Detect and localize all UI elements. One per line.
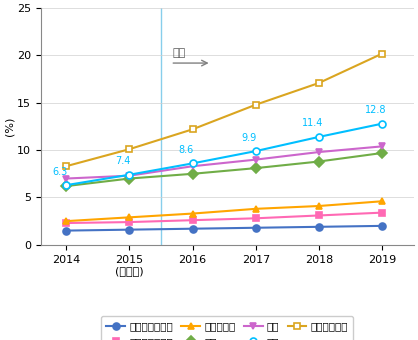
ラテンアメリカ [253, 216, 258, 220]
中欧・東欧 [64, 219, 69, 223]
ラテンアメリカ [190, 218, 195, 222]
ラテンアメリカ [316, 214, 321, 218]
北米 [190, 172, 195, 176]
Text: 7.4: 7.4 [115, 156, 131, 166]
Legend: 中東・アフリカ, ラテンアメリカ, 中欧・東欧, 北米, 西欧, 世界, アジア太平洋: 中東・アフリカ, ラテンアメリカ, 中欧・東欧, 北米, 西欧, 世界, アジア… [101, 316, 353, 340]
中欧・東欧 [316, 204, 321, 208]
中東・アフリカ [64, 228, 69, 233]
Text: 9.9: 9.9 [242, 133, 257, 142]
Text: 予測: 予測 [172, 48, 186, 58]
アジア太平洋 [190, 127, 195, 131]
Line: 中東・アフリカ: 中東・アフリカ [63, 222, 386, 234]
西欧 [253, 157, 258, 162]
世界 [127, 173, 132, 177]
ラテンアメリカ [380, 210, 385, 215]
西欧 [190, 164, 195, 168]
Text: 8.6: 8.6 [178, 145, 194, 155]
中東・アフリカ [127, 227, 132, 232]
Line: 西欧: 西欧 [63, 143, 386, 182]
アジア太平洋 [127, 147, 132, 151]
ラテンアメリカ [127, 220, 132, 224]
北米 [253, 166, 258, 170]
ラテンアメリカ [64, 221, 69, 225]
Line: 中欧・東欧: 中欧・東欧 [63, 198, 386, 225]
西欧 [380, 144, 385, 148]
西欧 [316, 150, 321, 154]
世界 [253, 149, 258, 153]
中欧・東欧 [190, 211, 195, 216]
Line: 世界: 世界 [63, 120, 386, 189]
Line: ラテンアメリカ: ラテンアメリカ [63, 209, 386, 226]
アジア太平洋 [64, 164, 69, 168]
Line: 北米: 北米 [63, 150, 386, 190]
北米 [127, 176, 132, 181]
中東・アフリカ [190, 227, 195, 231]
アジア太平洋 [316, 81, 321, 85]
中欧・東欧 [380, 199, 385, 203]
中欧・東欧 [253, 207, 258, 211]
Text: 11.4: 11.4 [302, 118, 324, 129]
北米 [64, 184, 69, 188]
Text: 12.8: 12.8 [365, 105, 387, 115]
Line: アジア太平洋: アジア太平洋 [63, 50, 386, 170]
Y-axis label: (%): (%) [4, 117, 14, 136]
西欧 [64, 176, 69, 181]
西欧 [127, 174, 132, 178]
中東・アフリカ [380, 224, 385, 228]
アジア太平洋 [380, 52, 385, 56]
アジア太平洋 [253, 103, 258, 107]
世界 [64, 183, 69, 187]
中東・アフリカ [253, 226, 258, 230]
Text: 6.3: 6.3 [52, 167, 67, 177]
世界 [380, 122, 385, 126]
北米 [316, 159, 321, 164]
中欧・東欧 [127, 215, 132, 219]
中東・アフリカ [316, 225, 321, 229]
世界 [190, 162, 195, 166]
世界 [316, 135, 321, 139]
北米 [380, 151, 385, 155]
